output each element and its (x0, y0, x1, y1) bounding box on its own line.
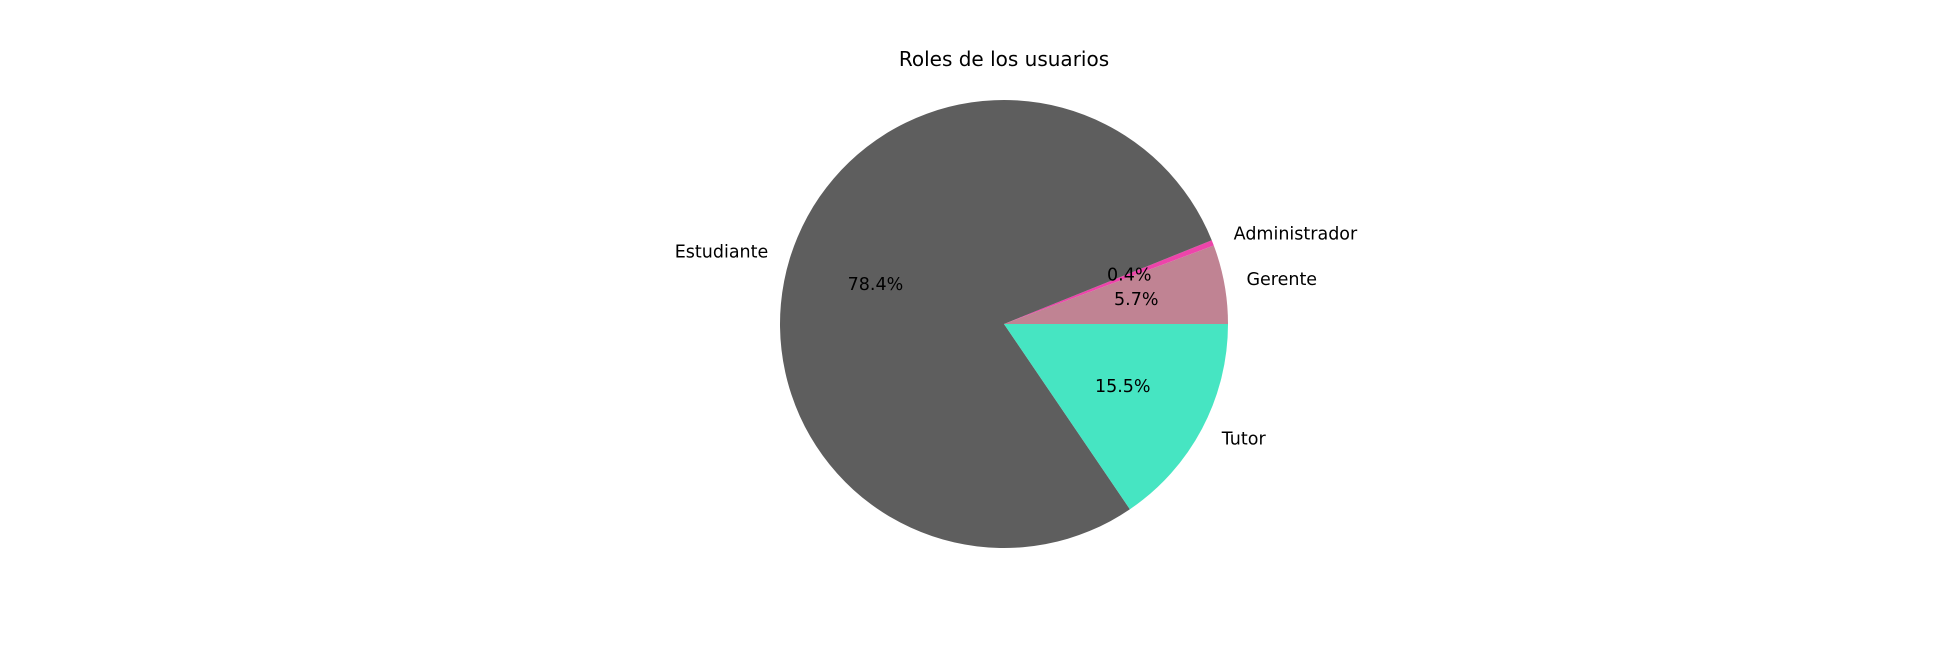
slice-percent-administrador: 0.4% (1107, 265, 1151, 285)
slice-label-administrador: Administrador (1234, 225, 1358, 245)
slice-label-gerente: Gerente (1246, 270, 1317, 290)
slice-percent-tutor: 15.5% (1095, 377, 1151, 397)
chart-title: Roles de los usuarios (899, 47, 1109, 71)
pie-slice-tutor (1004, 324, 1228, 510)
pie-slice-gerente (1004, 245, 1228, 324)
pie-slices (779, 99, 1228, 549)
slice-label-tutor: Tutor (1221, 429, 1267, 449)
slice-percent-gerente: 5.7% (1114, 290, 1158, 310)
slice-percent-estudiante: 78.4% (848, 275, 904, 295)
pie-labels: Gerente 5.7% Administrador 0.4% Estudiante 78… (675, 225, 1358, 450)
pie-slice-estudiante (779, 99, 1212, 549)
slice-label-estudiante: Estudiante (675, 242, 769, 262)
pie-slice-administrador (1004, 240, 1214, 324)
